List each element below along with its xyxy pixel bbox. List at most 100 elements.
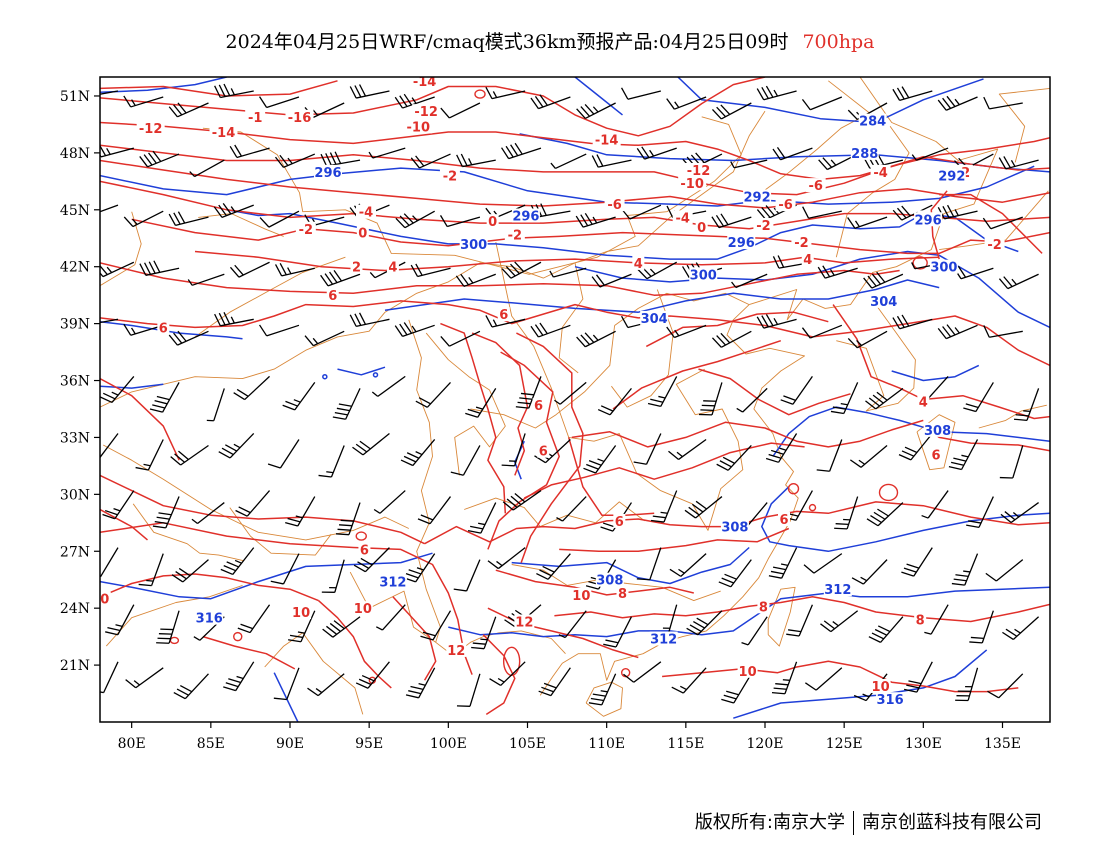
wind-barb-feather [953,457,967,462]
temperature-label: 6 [931,449,940,464]
wind-barb [668,438,707,460]
height-label-bg [640,310,669,325]
wind-barb [501,261,542,279]
wind-barb-feather [1012,512,1020,518]
height-label: 296 [728,236,755,251]
wind-barb-staff [512,490,542,511]
wind-barb-feather [297,631,305,634]
wind-barb [467,502,497,534]
wind-barb-staff [763,90,797,101]
wind-barb-feather [777,255,785,268]
wind-barb-feather [223,312,231,325]
wind-barb [274,263,315,277]
wind-barb [440,330,481,347]
wind-barb-feather [870,515,882,524]
wind-barb-staff [426,381,451,408]
wind-barb-staff [313,330,345,347]
wind-barb-feather [173,332,183,344]
wind-barb-feather [678,568,685,574]
wind-barb-feather [823,620,835,630]
wind-barb-feather [412,215,418,222]
wind-barb-staff [447,216,481,228]
height-contour [100,320,243,340]
wind-barb-staff [1026,388,1040,421]
temperature-label-bg [356,204,376,219]
wind-barb-feather [820,623,832,633]
wind-barb-feather [686,627,699,636]
height-label-bg [689,267,718,282]
wind-barb-staff [674,96,707,110]
height-label: 296 [314,166,341,181]
wind-barb-feather [415,400,428,408]
wind-barb-feather [620,87,629,100]
temperature-label-bg [571,587,592,602]
wind-barb-staff [830,610,859,633]
wind-barb-staff [449,330,481,347]
boundary-line [585,681,623,717]
wind-barb-feather [969,641,983,644]
wind-barb-feather [168,213,177,226]
wind-barb-feather [901,450,915,457]
wind-barb-feather [504,619,516,628]
wind-barb-feather [138,583,152,587]
wind-barb-staff [418,667,436,699]
wind-barb-feather [723,694,737,700]
wind-barb-feather [373,508,381,514]
wind-barb [259,210,300,228]
wind-barb-feather [520,392,534,396]
wind-barb-feather [467,408,481,414]
temperature-label: 6 [360,543,369,558]
temperature-label: 10 [292,606,310,621]
wind-barb-feather [874,628,888,636]
wind-barb-staff [332,616,361,638]
wind-barb [801,96,843,111]
wind-barb-staff [784,661,798,694]
wind-barb [966,496,994,529]
temperature-label-bg [604,197,625,212]
wind-barb-feather [816,469,830,472]
wind-barb-feather [772,566,786,571]
temperature-label: -6 [607,198,621,213]
temperature-contour [698,368,851,416]
wind-barb-feather [359,312,367,325]
wind-barb-staff [964,553,979,586]
wind-barb-staff [432,610,452,641]
wind-barb-feather [906,684,920,689]
wind-barb-staff [221,204,254,218]
boundary-line [408,319,441,643]
height-contour [384,279,940,313]
wind-barb-feather [865,400,877,410]
temperature-label: -4 [359,206,373,221]
wind-barb-staff [899,90,933,101]
wind-barb-staff [815,667,843,691]
wind-barb [235,490,271,517]
wind-barb-feather [104,509,118,516]
wind-barb-feather [536,573,549,580]
wind-barb-staff [721,102,752,120]
wind-barb-feather [225,444,238,452]
wind-barb [985,559,1024,582]
temperature-label-bg [157,320,170,335]
wind-barb-feather [756,316,765,329]
temperature-contour [100,522,473,675]
wind-barb-staff [286,667,300,700]
wind-barb-feather [334,151,342,164]
wind-barb-staff [463,273,496,288]
wind-barb-staff [875,387,904,410]
wind-barb-feather [773,318,779,325]
height-label: 312 [379,576,406,591]
temperature-contour [559,527,790,553]
wind-barb-feather [641,146,650,158]
temperature-label: 6 [328,289,337,304]
wind-barb-feather [355,682,369,689]
wind-barb [863,271,904,289]
wind-barb-staff [462,445,481,476]
wind-barb-feather [368,151,374,159]
wind-barb-feather [123,216,134,228]
height-label: 292 [938,170,965,185]
wind-barb-feather [847,217,856,229]
wind-barb-feather [235,509,248,517]
wind-barb-staff [313,102,345,118]
wind-barb-feather [584,332,595,343]
wind-barb-staff [645,433,662,465]
